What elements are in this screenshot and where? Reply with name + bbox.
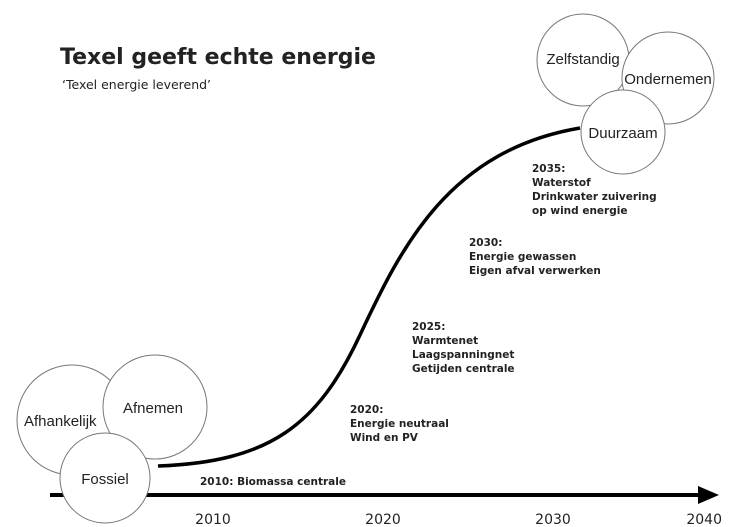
milestone-text: 2035:	[532, 163, 565, 175]
bubble-label: Zelfstandig	[546, 51, 619, 68]
milestone-text: Laagspanningnet	[412, 349, 514, 361]
axis-arrow	[698, 486, 719, 504]
bubble-label: Afhankelijk	[24, 413, 97, 430]
milestone-text: 2020:	[350, 404, 383, 416]
milestone-text: 2030:	[469, 237, 502, 249]
bubble-label: Ondernemen	[624, 71, 712, 88]
bubble	[59, 432, 151, 524]
year-label: 2020	[365, 512, 401, 527]
bubble	[102, 354, 208, 460]
milestone-text: Eigen afval verwerken	[469, 265, 601, 277]
title: Texel geeft echte energie	[60, 45, 376, 70]
bubble-label: Duurzaam	[588, 125, 657, 142]
bubble-label: Afnemen	[123, 400, 183, 417]
milestone-text: op wind energie	[532, 205, 627, 217]
growth-curve	[157, 126, 581, 468]
year-label: 2040	[686, 512, 722, 527]
bubble	[580, 89, 666, 175]
milestone-text: Getijden centrale	[412, 363, 515, 375]
milestone-text: Wind en PV	[350, 432, 419, 444]
milestone-text: Energie gewassen	[469, 251, 576, 263]
year-label: 2010	[195, 512, 231, 527]
milestone-text: 2025:	[412, 321, 445, 333]
milestone-text: Warmtenet	[412, 335, 478, 347]
milestone-text: Energie neutraal	[350, 418, 449, 430]
bubble-label: Fossiel	[81, 471, 129, 488]
milestone-text: Waterstof	[532, 177, 591, 189]
milestone-text: Drinkwater zuivering	[532, 191, 657, 203]
subtitle: ‘Texel energie leverend’	[62, 77, 211, 92]
milestone-text: 2010: Biomassa centrale	[200, 476, 346, 488]
year-label: 2030	[535, 512, 571, 527]
